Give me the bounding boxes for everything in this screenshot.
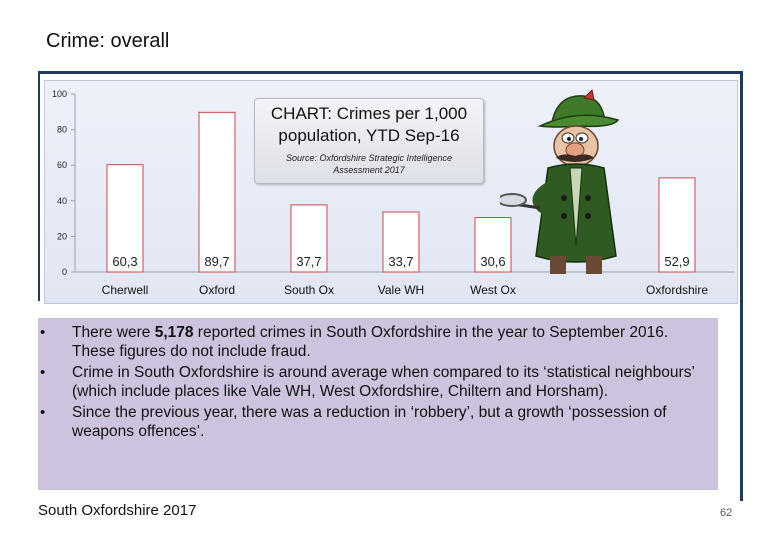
bullet-text: Since the previous year, there was a red… — [72, 404, 667, 440]
detective-with-magnifying-glass-icon — [500, 88, 620, 274]
bullet-text: Crime in South Oxfordshire is around ave… — [72, 364, 695, 400]
bar-oxford — [198, 111, 236, 273]
bullet-item: Since the previous year, there was a red… — [38, 403, 718, 441]
bar-value-label: 89,7 — [204, 254, 229, 269]
frame-line-right — [740, 71, 743, 501]
bullet-text: reported crimes in South Oxfordshire in … — [72, 324, 669, 360]
bar-cherwell — [106, 164, 144, 273]
x-tick-label: Vale WH — [378, 283, 424, 297]
x-tick-label: Oxfordshire — [646, 283, 708, 297]
bar-value-label: 60,3 — [112, 254, 137, 269]
x-tick-label: Oxford — [199, 283, 235, 297]
bar-value-label: 37,7 — [296, 254, 321, 269]
chart-source: Source: Oxfordshire Strategic Intelligen… — [285, 153, 453, 175]
bullet-item: Crime in South Oxfordshire is around ave… — [38, 363, 718, 401]
bullet-list: There were 5,178 reported crimes in Sout… — [38, 323, 718, 441]
bar-oxfordshire — [658, 177, 696, 273]
bullet-bold-text: 5,178 — [154, 324, 194, 341]
bar-west-ox — [474, 217, 512, 273]
bar-value-label: 52,9 — [664, 254, 689, 269]
slide-title: Crime: overall — [46, 30, 170, 52]
summary-panel: There were 5,178 reported crimes in Sout… — [38, 318, 718, 490]
bar-south-ox — [290, 204, 328, 273]
bullet-item: There were 5,178 reported crimes in Sout… — [38, 323, 718, 361]
x-tick-label: Cherwell — [102, 283, 149, 297]
y-tick-label: 80 — [57, 125, 67, 135]
frame-line-left — [38, 71, 40, 301]
chart-title-box: CHART: Crimes per 1,000 population, YTD … — [254, 98, 484, 184]
y-tick-label: 0 — [62, 267, 67, 277]
y-tick-label: 20 — [57, 231, 67, 241]
bar-vale-wh — [382, 211, 420, 273]
y-tick-label: 100 — [52, 89, 67, 99]
x-tick-label: South Ox — [284, 283, 334, 297]
bar-value-label: 30,6 — [480, 254, 505, 269]
page-number: 62 — [720, 507, 733, 519]
chart-title: CHART: Crimes per 1,000 population, YTD … — [270, 104, 468, 145]
x-tick-label: West Ox — [470, 283, 516, 297]
bullet-text: There were — [72, 324, 155, 341]
y-tick-label: 60 — [57, 160, 67, 170]
y-tick-label: 40 — [57, 196, 67, 206]
bar-value-label: 33,7 — [388, 254, 413, 269]
frame-line-top — [38, 71, 743, 74]
bar-chart: 0 20 40 60 80 100 60,3 Cherwell 89,7 Oxford 37,7 So… — [52, 89, 734, 297]
footer-text: South Oxfordshire 2017 — [38, 502, 197, 519]
